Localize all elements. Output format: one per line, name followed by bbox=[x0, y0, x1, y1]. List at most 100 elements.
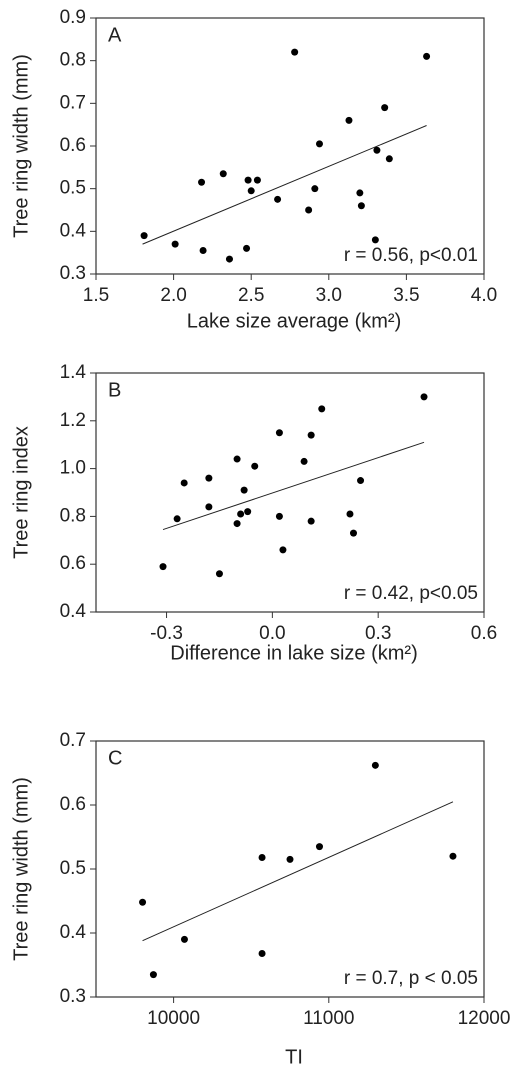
x-axis-title: TI bbox=[285, 1046, 303, 1068]
point bbox=[385, 155, 393, 163]
x-tick-label: 0.3 bbox=[365, 623, 391, 644]
point bbox=[300, 457, 308, 465]
point bbox=[279, 546, 287, 554]
x-tick-label: 2.0 bbox=[160, 285, 186, 306]
point bbox=[173, 515, 181, 523]
y-tick-label: 1.4 bbox=[60, 362, 87, 383]
x-axis-title: Lake size average (km²) bbox=[187, 310, 402, 332]
y-tick-label: 0.6 bbox=[60, 553, 86, 574]
point bbox=[373, 146, 381, 154]
x-tick-label: 3.5 bbox=[393, 285, 419, 306]
x-axis-title: Difference in lake size (km²) bbox=[170, 642, 417, 664]
plot-frame bbox=[95, 372, 485, 613]
y-tick-label: 0.9 bbox=[60, 7, 86, 28]
y-tick-label: 0.3 bbox=[60, 263, 86, 284]
point bbox=[315, 140, 323, 148]
x-tick-label: 0.0 bbox=[259, 623, 285, 644]
y-tick-label: 0.8 bbox=[60, 505, 86, 526]
y-tick-label: 0.5 bbox=[60, 858, 86, 879]
point bbox=[240, 486, 248, 494]
point bbox=[381, 104, 389, 112]
trend-line bbox=[142, 125, 427, 245]
y-tick-label: 1.0 bbox=[60, 458, 86, 479]
point bbox=[205, 474, 213, 482]
point bbox=[275, 429, 283, 437]
point bbox=[159, 563, 167, 571]
point bbox=[349, 529, 357, 537]
y-tick-label: 0.4 bbox=[60, 220, 87, 241]
y-axis-title: Tree ring index bbox=[10, 426, 32, 559]
x-tick-label: -0.3 bbox=[150, 623, 183, 644]
point bbox=[357, 477, 365, 485]
x-tick-label: 1.5 bbox=[83, 285, 109, 306]
point bbox=[274, 195, 282, 203]
y-tick-label: 0.4 bbox=[60, 601, 87, 622]
x-tick-label: 12000 bbox=[458, 1008, 511, 1029]
point bbox=[215, 570, 223, 578]
point bbox=[253, 176, 261, 184]
point bbox=[307, 431, 315, 439]
point bbox=[305, 206, 313, 214]
y-tick-label: 0.7 bbox=[60, 730, 86, 751]
point bbox=[237, 510, 245, 518]
y-tick-label: 0.5 bbox=[60, 178, 86, 199]
panel-letter: A bbox=[108, 24, 122, 46]
point bbox=[291, 48, 299, 56]
point bbox=[307, 517, 315, 525]
point bbox=[205, 503, 213, 511]
trend-line bbox=[142, 801, 454, 942]
trend-line bbox=[162, 441, 425, 531]
y-tick-label: 0.7 bbox=[60, 92, 86, 113]
point bbox=[180, 935, 188, 943]
point bbox=[318, 405, 326, 413]
point bbox=[140, 232, 148, 240]
plot-frame bbox=[95, 740, 485, 998]
x-tick-label: 2.5 bbox=[238, 285, 264, 306]
point bbox=[420, 393, 428, 401]
point bbox=[198, 178, 206, 186]
point bbox=[139, 898, 147, 906]
point bbox=[244, 176, 252, 184]
point bbox=[247, 187, 255, 195]
annotation: r = 0.42, p<0.05 bbox=[344, 583, 478, 604]
annotation: r = 0.7, p < 0.05 bbox=[344, 968, 478, 989]
point bbox=[258, 853, 266, 861]
point bbox=[346, 510, 354, 518]
y-tick-label: 0.6 bbox=[60, 135, 86, 156]
point bbox=[233, 455, 241, 463]
y-axis-title: Tree ring width (mm) bbox=[10, 777, 32, 961]
point bbox=[275, 512, 283, 520]
x-tick-label: 11000 bbox=[303, 1008, 354, 1029]
x-tick-label: 10000 bbox=[147, 1008, 200, 1029]
point bbox=[180, 479, 188, 487]
point bbox=[371, 761, 379, 769]
point bbox=[356, 189, 364, 197]
point bbox=[244, 508, 252, 516]
point bbox=[315, 843, 323, 851]
point bbox=[225, 255, 233, 263]
x-tick-label: 0.6 bbox=[471, 623, 497, 644]
y-tick-label: 0.4 bbox=[60, 922, 87, 943]
y-tick-label: 0.3 bbox=[60, 986, 86, 1007]
point bbox=[149, 971, 157, 979]
point bbox=[371, 236, 379, 244]
point bbox=[449, 852, 457, 860]
point bbox=[199, 247, 207, 255]
panel-letter: C bbox=[108, 747, 122, 769]
y-axis-title: Tree ring width (mm) bbox=[10, 54, 32, 238]
point bbox=[345, 116, 353, 124]
point bbox=[251, 462, 259, 470]
point bbox=[233, 520, 241, 528]
y-tick-label: 1.2 bbox=[60, 410, 86, 431]
annotation: r = 0.56, p<0.01 bbox=[344, 245, 478, 266]
point bbox=[286, 855, 294, 863]
y-tick-label: 0.6 bbox=[60, 794, 86, 815]
point bbox=[423, 52, 431, 60]
y-tick-label: 0.8 bbox=[60, 50, 86, 71]
panel-letter: B bbox=[108, 379, 121, 401]
point bbox=[171, 240, 179, 248]
point bbox=[357, 202, 365, 210]
x-tick-label: 3.0 bbox=[316, 285, 342, 306]
point bbox=[311, 185, 319, 193]
